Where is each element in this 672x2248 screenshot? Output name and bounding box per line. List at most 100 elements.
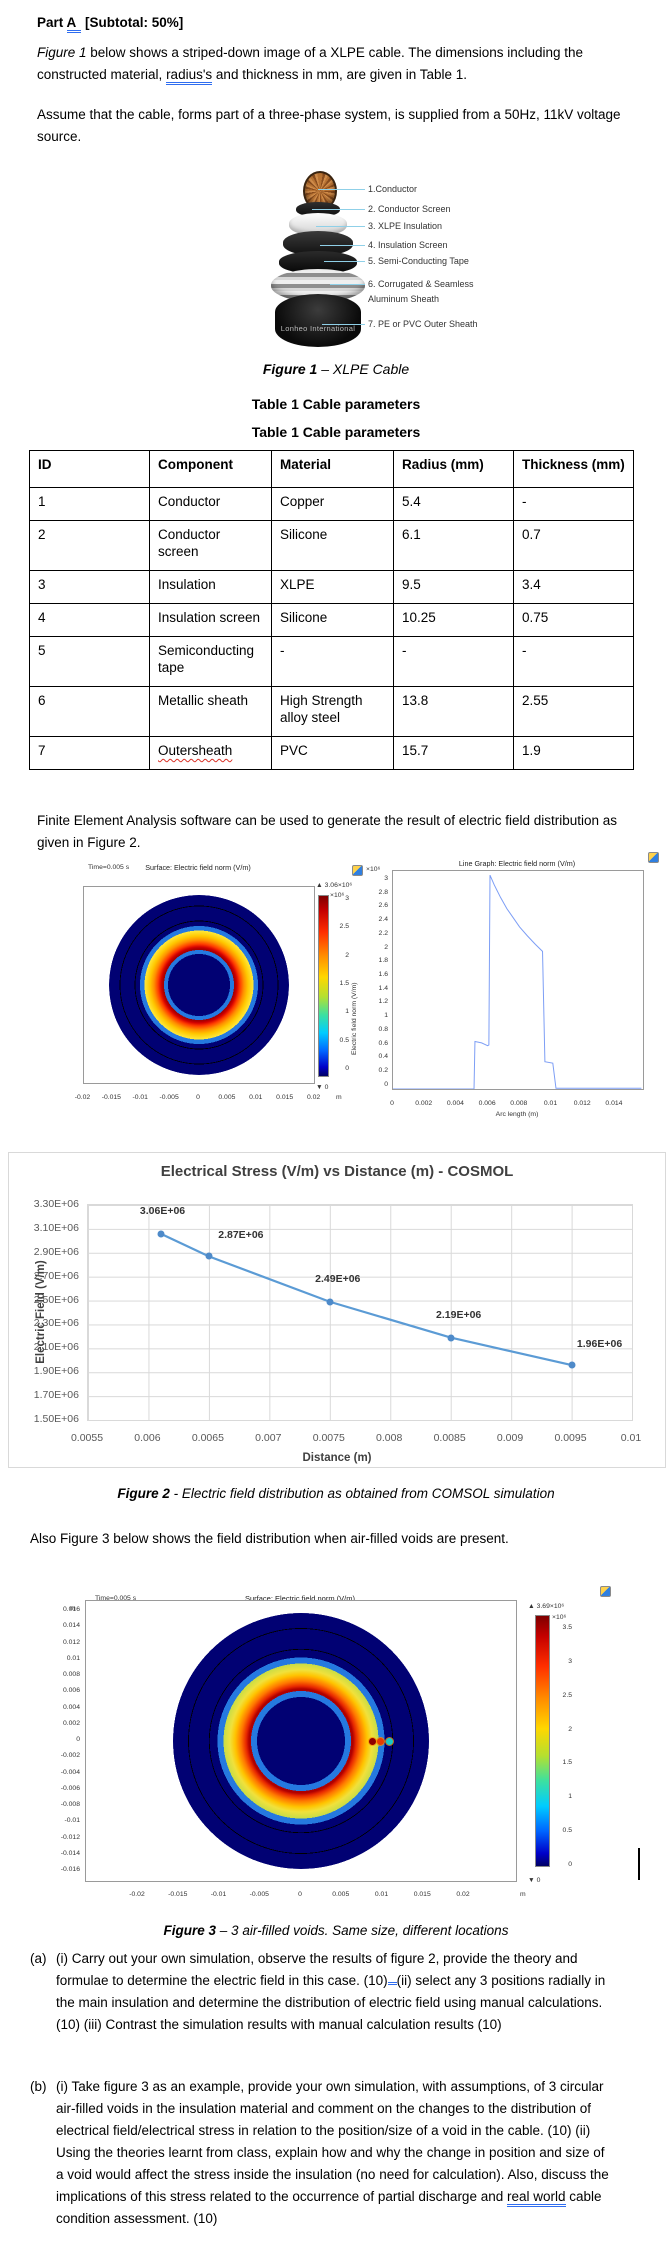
tick-label: -0.01 [132,1094,148,1101]
col-header-thickness: Thickness (mm) [513,450,634,488]
question-b-label: (b) [30,2079,47,2094]
cable-label-insulation-screen: 4. Insulation Screen [368,240,448,250]
cell: 10.25 [393,603,514,637]
fig3-x-unit: m [520,1891,526,1898]
tick-label: 3.10E+06 [33,1221,79,1234]
tick-label: 2 [384,943,388,951]
table-header-row: ID Component Material Radius (mm) Thickn… [29,450,634,488]
figure3-caption-text: – 3 air-filled voids. Same size, differe… [216,1923,509,1938]
fig3-y-ticks: 0.016 0.014 0.012 0.01 0.008 0.006 0.004 0.002 0… [46,1606,80,1874]
tick-label: -0.015 [101,1094,121,1101]
fig2-line-x-ticks: 0 0.002 0.004 0.006 0.008 0.01 0.012 0.014 [377,1093,629,1115]
cell: 13.8 [393,686,514,737]
tick-label: -0.004 [60,1768,80,1776]
question-a-part1: (i) Carry out your own simulation, obser… [56,1951,578,1988]
data-point-marker [568,1361,576,1369]
tick-label: 0.01 [543,1100,558,1107]
fig2-surface-plot [83,886,315,1084]
cell: 3.4 [513,570,634,604]
cable-label-xlpe-insulation: 3. XLPE Insulation [368,221,443,231]
figure1-ref: Figure 1 [37,45,87,60]
tick-label: 0.01 [374,1891,389,1898]
table-row: 1 Conductor Copper 5.4- [29,487,634,521]
tick-label: -0.02 [129,1891,145,1898]
question-a-part2: (ii) select any 3 positions radially in … [56,1973,606,2032]
col-header-radius: Radius (mm) [393,450,514,488]
tick-label: 0.0065 [191,1432,224,1444]
tick-label: 0.014 [605,1100,623,1107]
table-row: 7 Outersheath PVC 15.7 1.9 [29,736,634,770]
tick-label: 0.4 [378,1053,388,1061]
fig2-line-y-ticks: 3 2.8 2.6 2.4 2.2 2 1.8 1.6 1.4 1.2 1 0.8 0.6 0.4 0.2 0 [366,875,388,1089]
cell: 4 [29,603,150,637]
fig2-line-plot [392,870,644,1090]
table1-heading-duplicate: Table 1 Cable parameters [251,396,421,412]
heading-post: [Subtotal: 50%] [81,15,184,30]
tick-label: 0.014 [62,1622,80,1630]
tick-label: 0.008 [62,1671,80,1678]
leader-line-6 [330,284,365,285]
cell: 9.5 [393,570,514,604]
figure1-cable-image: Lonheo International 1.Conductor 2. Cond… [0,140,672,354]
fig2-surface-x-ticks: -0.02 -0.015 -0.01 -0.005 0 0.005 0.01 0.015 0.0… [68,1087,328,1109]
cable-label-aluminum-sheath-1: 6. Corrugated & Seamless [368,279,474,289]
tick-label: -0.012 [60,1833,80,1841]
tick-label: 1.5 [339,979,349,987]
data-point-marker [326,1298,334,1306]
figure1-caption: Figure 1 – XLPE Cable [0,358,672,380]
tick-label: 0.0095 [554,1432,587,1444]
tick-label: -0.016 [60,1866,80,1873]
cell: Semiconducting tape [149,636,272,687]
tick-label: 0.5 [339,1036,349,1044]
tick-label: 0.012 [62,1638,80,1646]
col-header-component: Component [149,450,272,488]
fig2-time-label: Time=0.005 s [88,864,130,871]
cable-label-conductor-screen: 2. Conductor Screen [368,204,451,214]
tick-label: 3.5 [562,1624,572,1631]
cell: Conductor screen [149,520,272,571]
tick-label: 2 [345,951,349,959]
cell: - [513,487,634,521]
tick-label: 0.02 [306,1094,321,1101]
cell: 7 [29,736,150,770]
cable-watermark: Lonheo International [280,324,356,333]
cell: High Strength alloy steel [271,686,394,737]
tick-label: 0.015 [276,1094,294,1101]
tick-label: 0.008 [510,1100,528,1107]
data-point-label: 3.06E+06 [139,1204,186,1217]
cell: - [271,636,394,687]
fea-paragraph: Finite Element Analysis software can be … [37,813,618,850]
tick-label: 2.8 [378,888,388,896]
tick-label: 1.8 [378,957,388,965]
cell: Insulation [149,570,272,604]
tick-label: 1 [345,1008,349,1016]
figure1-caption-number: Figure 1 [262,361,318,377]
leader-line-2 [312,209,365,210]
tick-label: 2.2 [378,929,388,937]
fig2-surface-title: Surface: Electric field norm (V/m) [145,863,251,872]
cell: Copper [271,487,394,521]
tick-label: 0.002 [415,1100,433,1107]
tick-label: 3.30E+06 [33,1198,79,1210]
cell: 6.1 [393,520,514,571]
tick-label: 1.2 [378,998,388,1006]
cable-cross-section-field [109,895,289,1075]
cell: 6 [29,686,150,737]
intro-paragraph-1: Figure 1 below shows a striped-down imag… [37,42,599,86]
data-point-label: 1.96E+06 [576,1338,623,1351]
fig3-colorbar-scale: ×10⁶ [552,1614,567,1621]
fig2-surface-x-unit: m [336,1094,342,1101]
excel-y-ticks: 3.30E+06 3.10E+06 2.90E+06 2.70E+06 2.50E+06… [15,1198,79,1425]
para1-text-a: below shows a striped-down image of a XL… [37,45,584,82]
tick-label: 1.6 [378,971,388,979]
excel-chart: Electrical Stress (V/m) vs Distance (m) … [8,1152,666,1468]
tick-label: 2.70E+06 [33,1269,79,1282]
data-point-label: 2.87E+06 [218,1229,264,1242]
tick-label: -0.005 [159,1094,179,1101]
para1-grammar-word: radius's [166,67,213,85]
leader-line-5 [324,261,365,262]
cell: Conductor [149,487,272,521]
tick-label: 0.004 [446,1100,464,1107]
leader-line-7 [322,324,365,325]
